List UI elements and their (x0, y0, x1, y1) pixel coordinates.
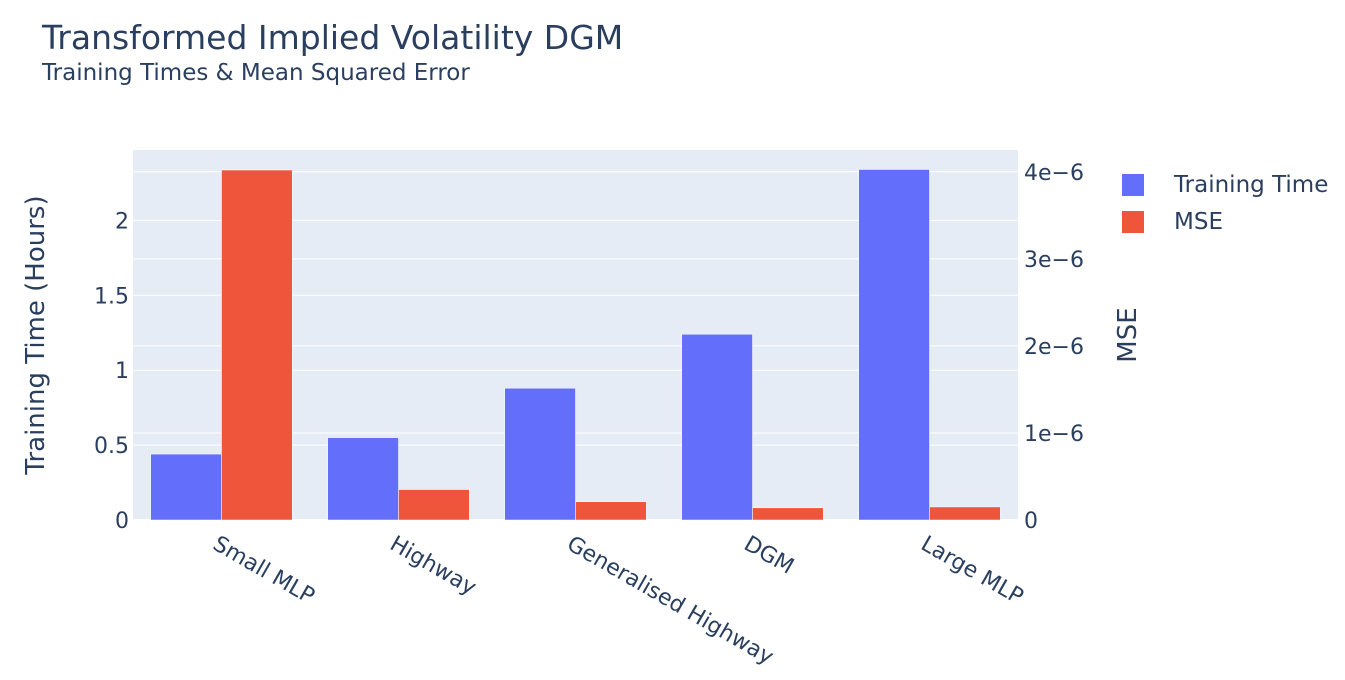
y2-tick-label: 2e−6 (1024, 335, 1084, 360)
legend-label: Training Time (1174, 171, 1329, 198)
mse-bar (929, 506, 1001, 521)
y-tick-label: 0.5 (94, 434, 129, 459)
legend-label: MSE (1174, 208, 1223, 235)
x-tick-label: Highway (386, 532, 481, 601)
mse-bar (575, 501, 647, 521)
chart-title: Transformed Implied Volatility DGM (42, 18, 624, 57)
legend-swatch-training-time (1122, 173, 1144, 196)
mse-bar (398, 489, 470, 521)
y-axis-title: Training Time (Hours) (21, 195, 51, 475)
y2-tick-label: 1e−6 (1024, 422, 1084, 447)
training-time-bar (681, 334, 753, 521)
y-tick-label: 0 (115, 509, 129, 534)
y-tick-label: 1 (115, 359, 129, 384)
x-tick-label: DGM (740, 532, 798, 580)
training-time-bar (150, 453, 222, 521)
mse-bar (221, 169, 293, 521)
legend-swatch-mse (1122, 210, 1144, 233)
y2-tick-label: 3e−6 (1024, 248, 1084, 273)
x-tick-label: Small MLP (209, 532, 319, 610)
y2-tick-label: 0 (1024, 509, 1038, 534)
legend-item-mse[interactable]: MSE (1122, 203, 1328, 240)
y-tick-label: 1.5 (94, 284, 129, 309)
y2-tick-label: 4e−6 (1024, 161, 1084, 186)
x-tick-label: Large MLP (917, 532, 1028, 610)
chart-subtitle: Training Times & Mean Squared Error (42, 60, 470, 86)
legend[interactable]: Training Time MSE (1122, 166, 1328, 240)
mse-bar (752, 507, 824, 521)
training-time-bar (504, 387, 576, 521)
legend-item-training-time[interactable]: Training Time (1122, 166, 1328, 203)
training-time-bar (327, 437, 399, 521)
training-time-bar (858, 169, 930, 521)
y2-axis-title: MSE (1113, 307, 1143, 362)
y-tick-label: 2 (115, 209, 129, 234)
